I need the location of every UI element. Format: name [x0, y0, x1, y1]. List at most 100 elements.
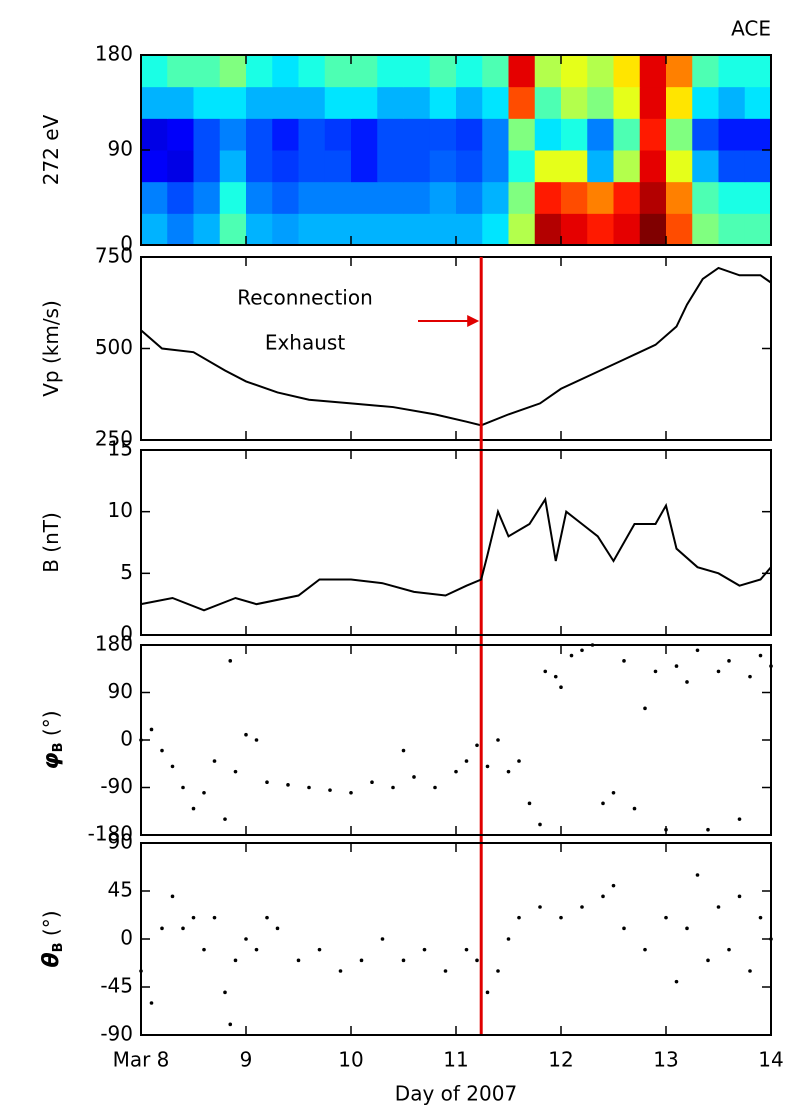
data-point — [506, 937, 511, 941]
heat-cell — [508, 118, 536, 151]
heat-cell — [377, 118, 404, 151]
y-axis-label: φB (°) — [39, 710, 66, 769]
data-point — [716, 669, 721, 674]
heat-cell — [167, 181, 194, 214]
data-point — [748, 674, 752, 679]
heat-cell — [351, 86, 378, 119]
heat-cell — [534, 150, 562, 183]
heat-cell — [534, 55, 562, 88]
heat-cell — [193, 150, 221, 183]
data-point — [228, 1022, 233, 1027]
heat-cell — [429, 118, 457, 151]
y-tick-label: 5 — [120, 560, 133, 584]
data-point — [370, 780, 374, 785]
heat-cell — [377, 181, 404, 214]
heat-cell — [167, 213, 194, 246]
data-point — [338, 969, 343, 973]
data-point — [191, 806, 196, 811]
heat-cell — [718, 86, 746, 119]
heat-cell — [561, 86, 588, 119]
data-point — [748, 969, 752, 973]
data-point — [254, 947, 259, 952]
panel-frame — [140, 644, 772, 836]
heat-cell — [351, 118, 378, 151]
data-point — [433, 785, 437, 790]
data-point — [543, 669, 548, 674]
heat-cell — [508, 55, 536, 88]
y-axis-label: Vp (km/s) — [39, 300, 63, 397]
y-axis-label: B (nT) — [39, 512, 63, 573]
heat-cell — [403, 150, 431, 183]
heat-cell — [456, 213, 483, 246]
data-point — [506, 769, 511, 774]
heat-cell — [246, 118, 273, 151]
y-tick-label: 180 — [95, 632, 133, 656]
y-label-part: B — [51, 742, 66, 752]
heat-cell — [718, 55, 746, 88]
data-point — [307, 785, 311, 790]
y-label-part: B (nT) — [39, 512, 63, 573]
y-tick-label: 0 — [120, 232, 133, 256]
heat-cell — [219, 213, 247, 246]
data-point — [622, 926, 626, 931]
data-point — [422, 947, 427, 952]
x-tick-label: 10 — [338, 1048, 363, 1072]
heat-cell — [193, 86, 221, 119]
heat-cell — [246, 181, 273, 214]
y-tick-label: 0 — [120, 926, 133, 950]
heat-cell — [377, 150, 404, 183]
heat-cell — [272, 118, 299, 151]
heat-cell — [298, 118, 326, 151]
data-point — [228, 659, 233, 663]
data-point — [685, 680, 689, 684]
heat-cell — [219, 118, 247, 151]
heat-cell — [692, 86, 719, 119]
heat-cell — [482, 55, 509, 88]
data-point — [737, 817, 742, 821]
heat-cell — [639, 118, 667, 151]
heat-cell — [219, 181, 247, 214]
data-point — [485, 764, 490, 769]
heat-cell — [744, 213, 772, 246]
heat-cell — [692, 55, 719, 88]
x-tick-label: Mar 8 — [113, 1048, 170, 1072]
data-point — [674, 979, 679, 984]
heat-cell — [219, 150, 247, 183]
heat-cell — [272, 150, 299, 183]
y-tick-label: 10 — [108, 498, 133, 522]
heat-cell — [193, 181, 221, 214]
data-point — [664, 915, 668, 920]
heat-cell — [141, 55, 168, 88]
data-point — [611, 883, 616, 888]
heat-cell — [613, 150, 641, 183]
data-point — [244, 732, 248, 737]
heat-cell — [141, 213, 168, 246]
data-point — [202, 790, 206, 795]
y-tick-label: 180 — [95, 42, 133, 66]
heat-cell — [613, 86, 641, 119]
heat-cell — [272, 181, 299, 214]
y-tick-label: -90 — [100, 774, 133, 798]
data-point — [601, 801, 605, 806]
data-point — [359, 958, 364, 963]
data-point — [569, 653, 574, 658]
data-point — [149, 1001, 154, 1005]
heat-cell — [744, 86, 772, 119]
heat-cell — [377, 55, 404, 88]
heat-cell — [167, 150, 194, 183]
heat-cell — [246, 213, 273, 246]
data-point — [328, 788, 332, 792]
heat-cell — [429, 55, 457, 88]
data-point — [643, 947, 647, 952]
heat-cell — [482, 213, 509, 246]
data-point — [538, 905, 542, 909]
data-point — [727, 947, 731, 952]
heat-cell — [456, 55, 483, 88]
heat-cell — [141, 86, 168, 119]
heat-cell — [718, 118, 746, 151]
heat-cell — [666, 150, 693, 183]
heat-cell — [351, 55, 378, 88]
heat-cell — [272, 213, 299, 246]
